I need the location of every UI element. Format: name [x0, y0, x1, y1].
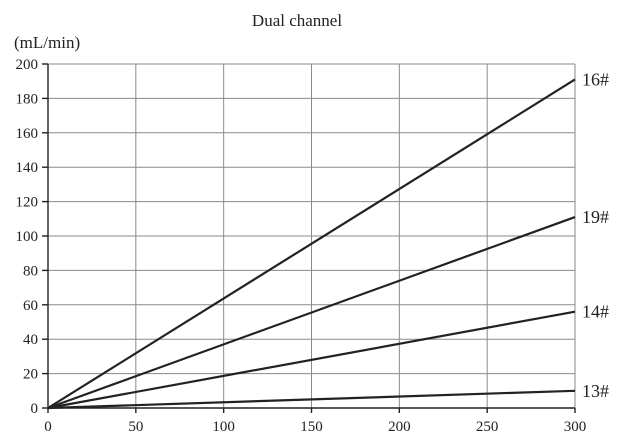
x-tick-label: 200: [388, 419, 411, 435]
series-lines: [47, 78, 576, 410]
x-tick-label: 100: [212, 419, 235, 435]
x-tick-label: 0: [44, 419, 52, 435]
series-label: 19#: [582, 207, 609, 227]
series-line: [47, 78, 576, 409]
y-tick-label: 160: [16, 126, 39, 142]
y-tick-label: 20: [23, 367, 38, 383]
x-tick-label: 300: [564, 419, 587, 435]
y-tick-label: 80: [23, 263, 38, 279]
series-label: 13#: [582, 381, 609, 401]
tick-labels: 0 50 100 150 200 250 300 0 20 40 60 80 100 120 140 160 1…: [16, 57, 587, 435]
series-labels: 16# 19# 14# 13#: [582, 69, 609, 400]
y-axis-unit-label: (mL/min): [14, 33, 80, 52]
axes: [42, 63, 576, 413]
grid: [48, 63, 576, 408]
x-tick-label: 250: [476, 419, 499, 435]
y-tick-label: 140: [16, 160, 39, 176]
chart-title: Dual channel: [252, 11, 342, 30]
series-line: [47, 389, 576, 410]
y-tick-label: 60: [23, 298, 38, 314]
series-label: 16#: [582, 69, 609, 89]
y-tick-label: 40: [23, 332, 38, 348]
x-tick-label: 50: [128, 419, 143, 435]
y-tick-label: 0: [31, 401, 39, 417]
y-tick-label: 100: [16, 229, 39, 245]
y-tick-label: 180: [16, 91, 39, 107]
y-tick-label: 120: [16, 195, 39, 211]
y-tick-label: 200: [16, 57, 39, 73]
x-tick-label: 150: [300, 419, 323, 435]
series-label: 14#: [582, 302, 609, 322]
series-line: [47, 216, 576, 410]
series-line: [47, 310, 576, 410]
